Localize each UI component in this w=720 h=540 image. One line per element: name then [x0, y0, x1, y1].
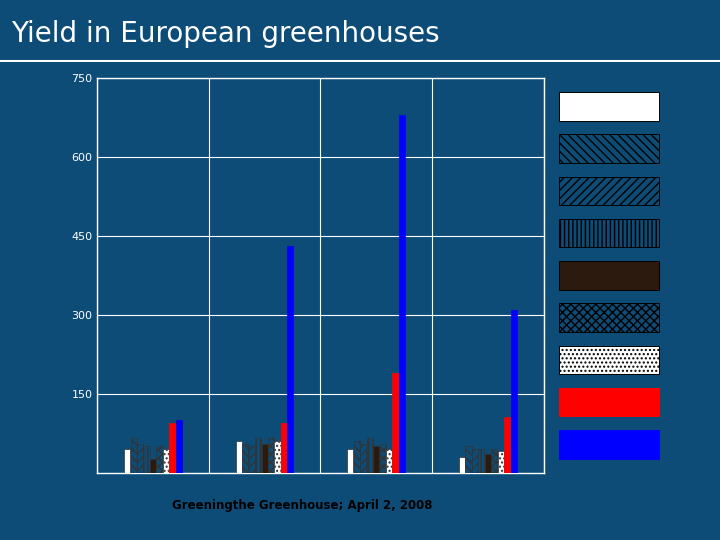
Bar	[137, 443, 143, 472]
Bar	[392, 373, 399, 472]
Bar	[504, 417, 510, 472]
Bar	[268, 438, 274, 472]
Bar	[498, 451, 504, 472]
Bar	[491, 449, 498, 472]
Bar	[559, 134, 660, 163]
Bar	[169, 423, 176, 472]
Bar	[478, 449, 485, 472]
Bar	[281, 423, 287, 472]
Bar	[559, 261, 660, 289]
Bar	[242, 443, 248, 472]
Bar	[287, 246, 294, 472]
Bar	[130, 438, 137, 472]
Bar	[559, 388, 660, 416]
Bar	[124, 449, 130, 472]
Bar	[163, 449, 169, 472]
Bar	[255, 438, 261, 472]
Bar	[379, 443, 386, 472]
Bar	[176, 420, 182, 472]
Bar	[559, 177, 660, 205]
Bar	[399, 115, 405, 472]
Bar	[248, 446, 255, 472]
Bar	[354, 441, 360, 472]
Bar	[465, 446, 472, 472]
Bar	[559, 219, 660, 247]
Bar	[459, 457, 465, 472]
Bar	[559, 430, 660, 458]
Bar	[559, 92, 660, 120]
Bar	[261, 443, 268, 472]
Bar	[472, 449, 478, 472]
Bar	[366, 438, 373, 472]
Bar	[559, 346, 660, 374]
Bar	[150, 460, 156, 472]
Bar	[235, 441, 242, 472]
Bar	[360, 443, 366, 472]
Bar	[373, 446, 379, 472]
Text: Greeningthe Greenhouse; April 2, 2008: Greeningthe Greenhouse; April 2, 2008	[172, 500, 433, 512]
Bar	[485, 454, 491, 472]
Bar	[510, 309, 517, 472]
Bar	[559, 303, 660, 332]
Bar	[347, 449, 354, 472]
Text: Yield in European greenhouses: Yield in European greenhouses	[11, 20, 439, 48]
Bar	[156, 446, 163, 472]
Bar	[386, 449, 392, 472]
Bar	[143, 446, 150, 472]
Bar	[274, 441, 281, 472]
